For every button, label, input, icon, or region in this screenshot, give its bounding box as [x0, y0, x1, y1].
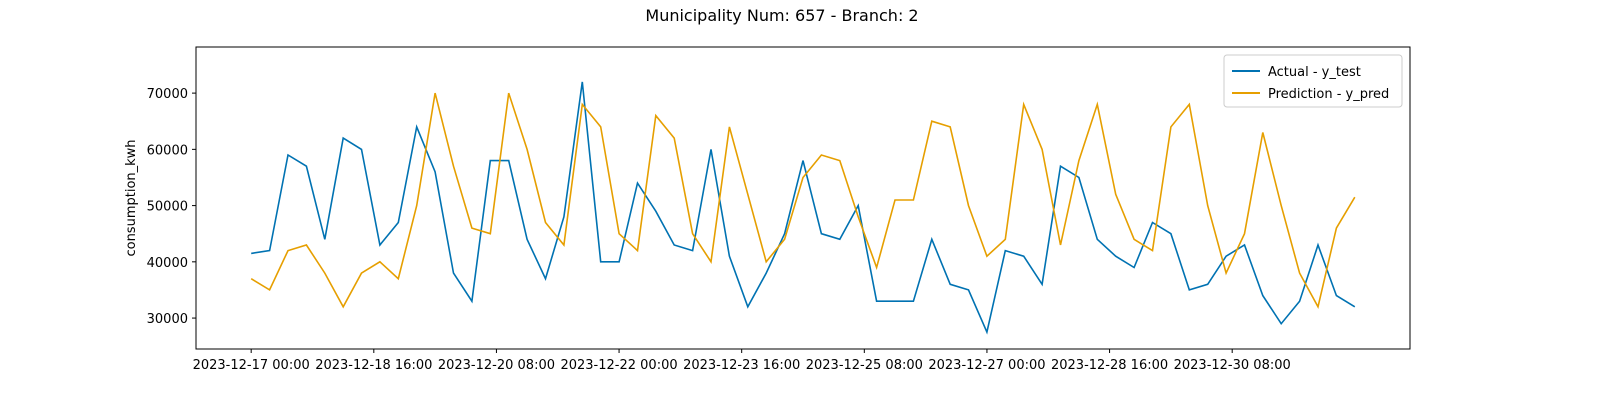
- x-tick-label: 2023-12-28 16:00: [1051, 358, 1168, 373]
- legend-label: Prediction - y_pred: [1268, 87, 1389, 102]
- x-tick-label: 2023-12-27 00:00: [928, 358, 1045, 373]
- chart-title: Municipality Num: 657 - Branch: 2: [645, 6, 918, 25]
- x-tick-label: 2023-12-23 16:00: [683, 358, 800, 373]
- legend-box: [1223, 54, 1403, 108]
- legend: Actual - y_test Prediction - y_pred: [1223, 54, 1403, 108]
- x-tick-label: 2023-12-17 00:00: [193, 358, 310, 373]
- legend-label: Actual - y_test: [1268, 65, 1361, 80]
- y-axis-label: consumption_kwh: [124, 139, 139, 256]
- x-tick-label: 2023-12-20 08:00: [438, 358, 555, 373]
- x-tick-label: 2023-12-30 08:00: [1174, 358, 1291, 373]
- series-line: [250, 92, 1356, 310]
- x-tick-label: 2023-12-22 00:00: [560, 358, 677, 373]
- y-tick-label: 50000: [147, 200, 188, 215]
- y-tick-label: 60000: [147, 143, 188, 158]
- y-tick-label: 30000: [147, 312, 188, 327]
- series-line: [251, 81, 1356, 335]
- y-tick-label: 70000: [147, 87, 188, 102]
- y-tick-label: 40000: [147, 256, 188, 271]
- x-tick-label: 2023-12-25 08:00: [806, 358, 923, 373]
- plot-frame: [195, 46, 1411, 350]
- x-tick-label: 2023-12-18 16:00: [315, 358, 432, 373]
